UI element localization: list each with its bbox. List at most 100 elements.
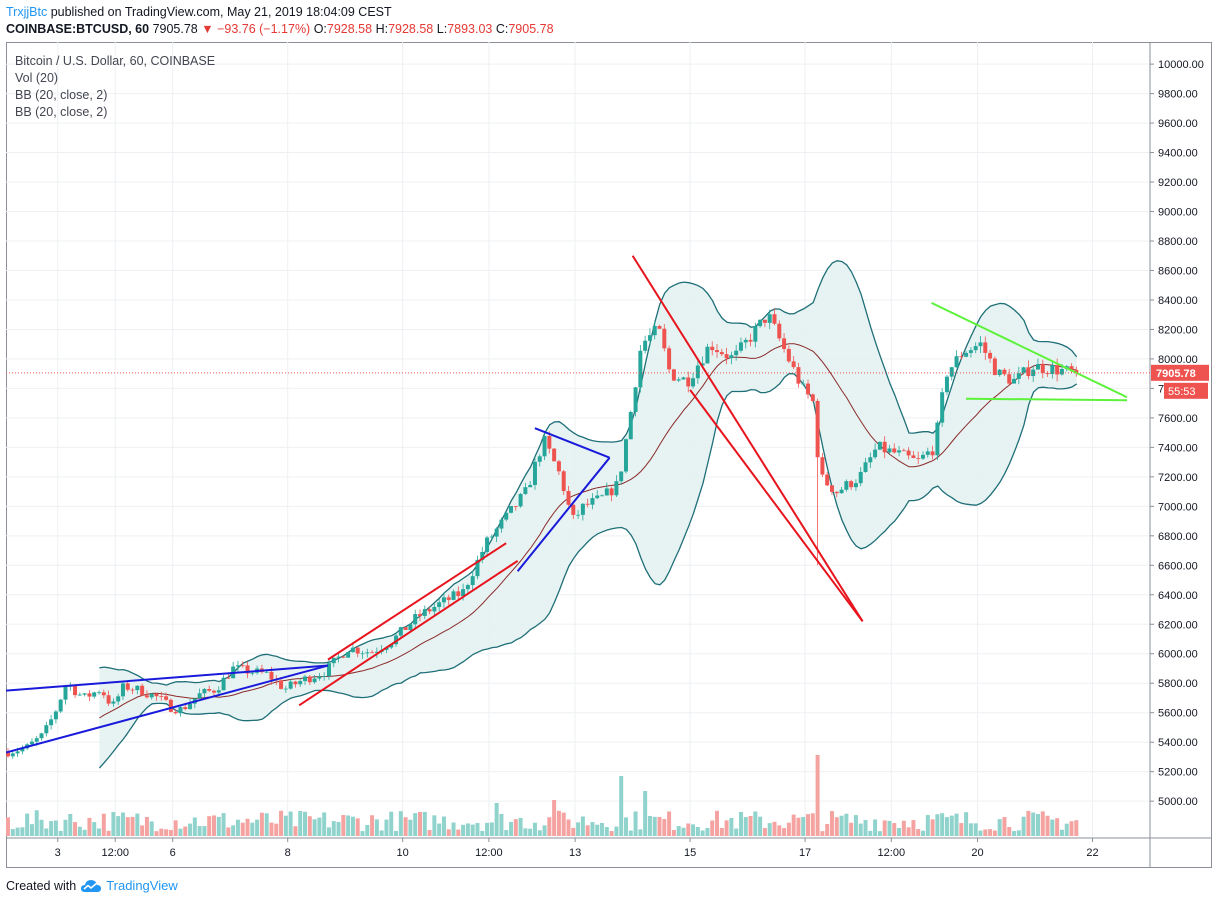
volume-bar	[97, 828, 102, 836]
volume-bar	[322, 812, 327, 836]
y-tick-label: 5400.00	[1158, 737, 1198, 749]
candle-body	[925, 451, 930, 455]
candle-body	[245, 665, 250, 674]
volume-bar	[245, 818, 250, 836]
candle-body	[983, 342, 988, 353]
candle-body	[724, 354, 729, 359]
volume-bar	[475, 823, 480, 836]
candle-body	[863, 462, 868, 472]
candle-body	[159, 696, 164, 698]
legend-volume[interactable]: Vol (20)	[15, 71, 59, 85]
candle-body	[796, 367, 801, 384]
volume-bar	[997, 819, 1002, 836]
close-label: C:	[495, 22, 509, 36]
candle-body	[873, 449, 878, 458]
volume-bar	[15, 827, 20, 836]
candle-body	[480, 551, 485, 560]
trendline-drawings[interactable]	[6, 255, 1128, 754]
volume-bar	[422, 811, 427, 836]
candle-body	[73, 685, 78, 696]
volume-bar	[178, 828, 183, 836]
volume-bar	[255, 819, 260, 836]
volume-bar	[758, 816, 763, 836]
volume-bar	[1026, 810, 1031, 836]
candle-body	[374, 651, 379, 653]
bb-fill	[99, 260, 1077, 769]
volume-bar	[456, 829, 461, 836]
low-label: L:	[436, 22, 448, 36]
price-change: −93.76 (−1.17%)	[217, 22, 311, 36]
volume-bar	[561, 812, 566, 836]
volume-bar	[1002, 816, 1007, 836]
volume-bar	[197, 826, 202, 836]
candle-body	[762, 319, 767, 323]
volume-bar	[489, 822, 494, 836]
tradingview-cloud-icon[interactable]	[80, 879, 102, 893]
volume-bar	[633, 811, 638, 836]
volume-bar	[149, 821, 154, 836]
candle-body	[820, 457, 825, 475]
candle-body	[82, 693, 87, 695]
candle-body	[427, 609, 432, 612]
volume-bar	[916, 829, 921, 836]
volume-bar	[39, 819, 44, 836]
low-value: 7893.03	[447, 22, 493, 36]
candle-body	[528, 484, 533, 488]
trendline-green	[931, 302, 1128, 399]
volume-bar	[1064, 823, 1069, 836]
price-chart[interactable]: 5000.00 5200.00 5400.00 5600.00 5800.00 6000.…	[6, 42, 1212, 868]
candle-body	[250, 672, 255, 674]
y-tick-label: 9000.00	[1158, 207, 1198, 219]
candle-body	[810, 394, 815, 401]
volume-bar	[63, 819, 68, 836]
volume-bar	[681, 827, 686, 836]
volume-bar	[820, 831, 825, 836]
y-tick-label: 5000.00	[1158, 796, 1198, 808]
x-tick-label: 8	[285, 847, 291, 859]
candle-body	[125, 683, 130, 690]
volume-bar	[499, 813, 504, 836]
volume-bar	[853, 815, 858, 836]
candle-body	[921, 454, 925, 459]
candle-body	[317, 676, 322, 679]
candle-body	[887, 448, 892, 453]
candle-body	[101, 692, 106, 696]
legend-bb-1[interactable]: BB (20, close, 2)	[15, 88, 108, 102]
candle-body	[130, 689, 135, 691]
volume-bar	[576, 822, 581, 836]
volume-bar	[968, 823, 973, 836]
candle-body	[221, 677, 226, 691]
volume-bar	[274, 823, 279, 836]
last-price-tag-label: 7905.78	[1156, 368, 1196, 380]
volume-bar	[293, 826, 298, 836]
volume-bar	[231, 825, 236, 836]
candle-body	[144, 695, 149, 698]
x-tick-label: 12:00	[101, 847, 129, 859]
trendline-blue	[534, 427, 610, 459]
candle-body	[1016, 373, 1021, 379]
candle-body	[49, 719, 54, 726]
volume-bar	[1040, 811, 1045, 836]
tradingview-brand-link[interactable]: TradingView	[106, 878, 178, 893]
candle-body	[652, 326, 657, 336]
legend-bb-2[interactable]: BB (20, close, 2)	[15, 105, 108, 119]
candle-body	[350, 647, 355, 653]
close-value: 7905.78	[508, 22, 554, 36]
volume-bar	[925, 815, 930, 836]
y-tick-label: 9200.00	[1158, 177, 1198, 189]
footer: Created with TradingView	[6, 878, 178, 893]
volume-bar	[130, 816, 135, 836]
candle-body	[1012, 378, 1017, 384]
volume-bar	[288, 811, 293, 836]
volume-bar	[183, 826, 188, 836]
candle-body	[877, 441, 882, 450]
open-label: O:	[313, 22, 327, 36]
created-with-text: Created with	[6, 878, 77, 893]
volume-bar	[1055, 818, 1060, 836]
volume-bar	[398, 811, 403, 836]
candle-body	[691, 378, 696, 387]
volume-bar	[887, 820, 892, 836]
author-link[interactable]: TrxjjBtc	[6, 5, 48, 19]
candle-body	[715, 350, 720, 353]
volume-bar	[791, 814, 796, 836]
